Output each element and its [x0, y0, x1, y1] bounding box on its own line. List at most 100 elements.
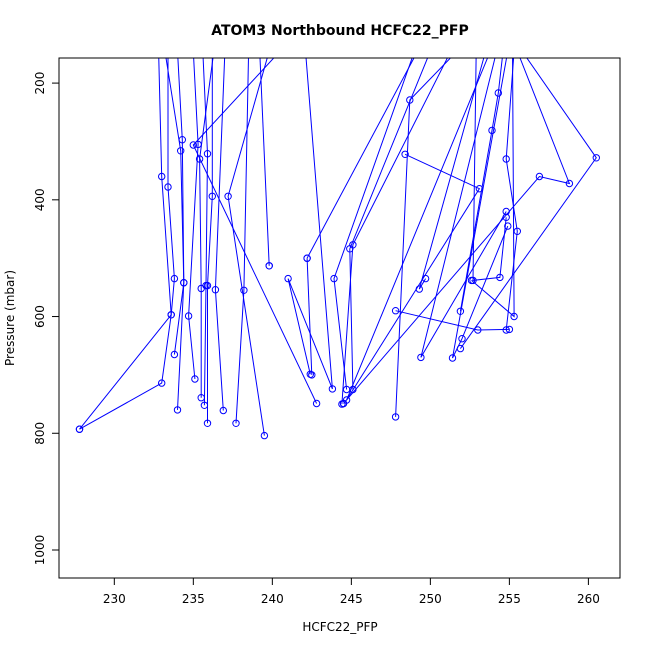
data-point: [208, 192, 217, 201]
x-tick-label: 245: [340, 592, 363, 606]
data-point: [391, 307, 400, 315]
data-point: [417, 353, 425, 362]
data-point: [504, 222, 512, 230]
profile-line-6: [199, 58, 214, 398]
data-point: [488, 126, 496, 135]
data-point: [339, 399, 348, 408]
data-point: [565, 179, 574, 188]
x-axis: 230 235 240 245 250 255 260: [103, 578, 600, 606]
profile-line-10: [235, 58, 249, 424]
data-point: [303, 254, 311, 262]
y-tick-label: 800: [33, 422, 47, 445]
profile-line-27: [452, 58, 509, 359]
profile-line-28: [343, 58, 571, 404]
profile-line-20: [395, 58, 452, 417]
profile-line-18: [349, 58, 429, 390]
data-point: [170, 274, 179, 283]
data-point: [510, 312, 518, 321]
profile-line-30: [395, 310, 510, 331]
plot-frame: [58, 57, 621, 579]
data-point: [421, 274, 430, 283]
profile-line-19: [341, 58, 448, 405]
data-point: [448, 354, 457, 362]
data-point: [260, 431, 269, 440]
x-tick-label: 240: [261, 592, 284, 606]
data-point: [502, 213, 510, 222]
y-tick-label: 400: [33, 188, 47, 211]
data-point: [180, 279, 188, 287]
profile-line-17: [333, 58, 413, 390]
profile-line-8: [207, 58, 213, 424]
data-point: [75, 425, 84, 433]
profile-line-15: [306, 258, 313, 375]
data-point: [456, 344, 465, 353]
profile-line-22: [418, 58, 485, 290]
data-point: [265, 262, 273, 270]
y-axis: 200 400 600 800 1000: [33, 72, 59, 566]
data-point: [496, 273, 504, 282]
profile-line-9: [214, 58, 226, 411]
data-point: [505, 325, 514, 334]
x-tick-label: 230: [103, 592, 126, 606]
data-point: [469, 276, 477, 285]
data-point: [312, 399, 321, 408]
profile-line-31: [472, 58, 507, 281]
profile-line-11: [227, 58, 268, 436]
profile-line-21: [346, 58, 489, 401]
data-point: [494, 89, 502, 97]
data-point: [224, 192, 232, 201]
profile-line-16: [306, 58, 415, 259]
data-point: [502, 155, 510, 163]
data-point: [284, 274, 292, 283]
data-point: [203, 150, 212, 158]
profile-line-24: [459, 58, 503, 312]
data-point: [391, 413, 400, 421]
data-point: [401, 150, 409, 159]
profile-line-26: [471, 58, 515, 318]
profile-line-29: [459, 58, 597, 349]
y-tick-label: 200: [33, 72, 47, 95]
data-point: [211, 286, 220, 294]
data-point: [535, 172, 544, 181]
data-point: [513, 227, 521, 236]
data-point: [232, 419, 240, 427]
x-axis-label: HCFC22_PFP: [302, 620, 377, 634]
data-point: [219, 406, 228, 415]
x-tick-label: 250: [419, 592, 442, 606]
x-tick-label: 235: [182, 592, 205, 606]
data-point: [203, 281, 212, 290]
plot-area: [75, 58, 600, 440]
y-tick-label: 1000: [33, 535, 47, 566]
x-tick-label: 255: [498, 592, 521, 606]
profile-line-7: [202, 58, 209, 406]
profile-line-12: [259, 58, 270, 266]
data-point: [158, 172, 166, 181]
chart-title: ATOM3 Northbound HCFC22_PFP: [211, 23, 469, 39]
data-point: [184, 312, 193, 320]
data-point: [164, 183, 172, 191]
profile-line-3: [177, 58, 185, 410]
data-point: [203, 419, 212, 427]
data-point: [592, 154, 600, 162]
data-point: [415, 285, 423, 293]
profile-line-4: [165, 58, 185, 355]
data-point: [167, 311, 175, 319]
data-point: [191, 375, 199, 383]
data-point: [189, 141, 198, 149]
profile-line-25: [505, 58, 518, 331]
y-axis-label: Pressure (mbar): [3, 270, 17, 366]
profile-line-2: [79, 58, 175, 430]
profile-line-5: [188, 58, 199, 380]
data-point: [406, 96, 414, 104]
profile-line-13: [192, 58, 318, 404]
data-point: [177, 147, 185, 155]
data-point: [240, 286, 248, 294]
x-tick-label: 260: [577, 592, 600, 606]
data-point: [173, 406, 182, 414]
data-point: [474, 326, 482, 334]
data-point: [349, 241, 357, 249]
y-tick-label: 600: [33, 305, 47, 328]
data-point: [458, 335, 466, 343]
data-point: [308, 371, 316, 379]
